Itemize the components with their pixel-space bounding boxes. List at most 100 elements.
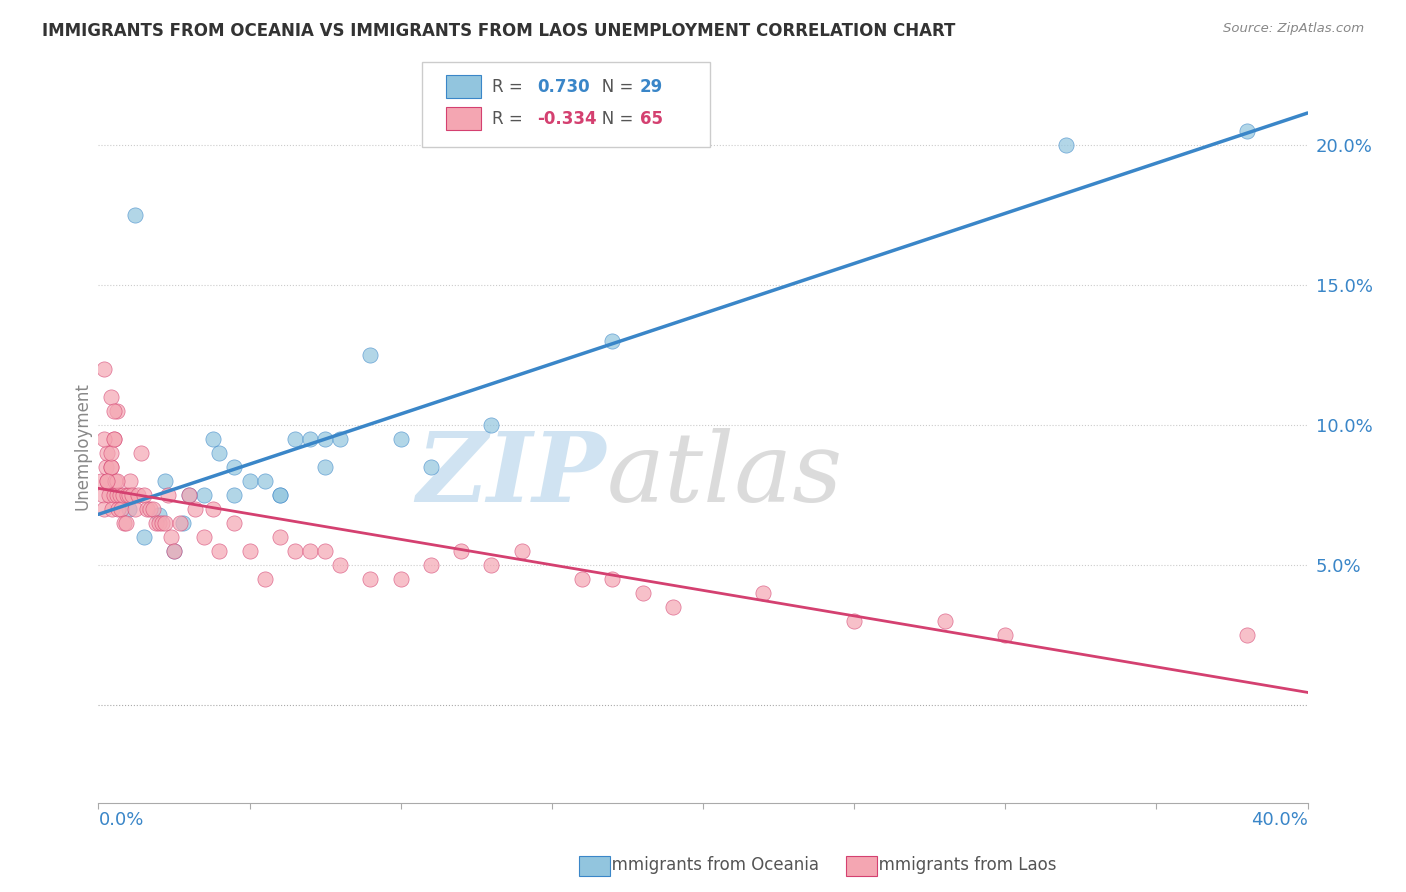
Text: Source: ZipAtlas.com: Source: ZipAtlas.com (1223, 22, 1364, 36)
Point (184, 502, 207, 516)
Point (91, 488, 114, 502)
Point (115, 488, 138, 502)
Point (420, 460, 443, 475)
Point (420, 558, 443, 572)
Point (163, 544, 186, 558)
Point (150, 516, 173, 530)
Text: R =: R = (492, 110, 529, 128)
Point (661, 599, 683, 614)
Point (202, 502, 225, 516)
Point (105, 404, 128, 418)
Point (98, 488, 121, 502)
Point (114, 516, 136, 530)
Point (94, 460, 117, 475)
Point (103, 432, 125, 446)
Text: 0.0%: 0.0% (98, 811, 143, 830)
Point (602, 572, 624, 586)
Text: 40.0%: 40.0% (1251, 811, 1308, 830)
Text: Immigrants from Oceania: Immigrants from Oceania (591, 856, 818, 874)
Point (104, 474, 127, 488)
Point (1236, 124, 1258, 138)
Point (208, 544, 231, 558)
Point (100, 390, 122, 404)
Point (153, 474, 176, 488)
Point (148, 508, 170, 522)
Point (329, 432, 352, 446)
Point (314, 460, 336, 475)
Point (360, 572, 382, 586)
Point (329, 558, 352, 572)
Point (120, 474, 142, 488)
Point (90, 474, 112, 488)
Text: 0.730: 0.730 (537, 78, 589, 95)
Text: IMMIGRANTS FROM OCEANIA VS IMMIGRANTS FROM LAOS UNEMPLOYMENT CORRELATION CHART: IMMIGRANTS FROM OCEANIA VS IMMIGRANTS FR… (42, 22, 956, 40)
Point (602, 334, 624, 348)
Point (160, 530, 183, 544)
Text: N =: N = (586, 78, 638, 95)
Point (103, 488, 125, 502)
Point (100, 460, 122, 475)
Point (450, 544, 472, 558)
Point (124, 502, 146, 516)
Point (299, 432, 322, 446)
Point (934, 614, 956, 628)
Text: N =: N = (586, 110, 638, 128)
Point (994, 628, 1017, 642)
Point (93, 502, 115, 516)
Point (224, 488, 246, 502)
Point (299, 544, 322, 558)
Point (193, 530, 215, 544)
Point (148, 516, 170, 530)
Point (96, 474, 118, 488)
Point (571, 572, 593, 586)
Text: atlas: atlas (606, 427, 842, 522)
Point (253, 572, 276, 586)
Point (631, 586, 654, 600)
Point (224, 460, 246, 475)
Point (193, 488, 215, 502)
Point (389, 432, 412, 446)
Y-axis label: Unemployment: Unemployment (73, 382, 91, 510)
Point (105, 488, 128, 502)
Point (208, 446, 231, 460)
Point (153, 516, 176, 530)
Point (510, 544, 533, 558)
Point (269, 530, 291, 544)
Point (253, 474, 276, 488)
Point (111, 488, 134, 502)
Point (269, 488, 291, 502)
Text: Immigrants from Laos: Immigrants from Laos (858, 856, 1056, 874)
Text: -0.334: -0.334 (537, 110, 596, 128)
Point (121, 488, 143, 502)
Text: 29: 29 (640, 78, 664, 95)
Point (110, 502, 132, 516)
Point (124, 208, 146, 222)
Point (314, 432, 336, 446)
Point (224, 516, 246, 530)
Point (163, 544, 186, 558)
Point (179, 488, 201, 502)
Point (103, 432, 125, 446)
Point (360, 348, 382, 362)
Point (103, 404, 125, 418)
Point (179, 488, 201, 502)
Point (1357, 656, 1379, 670)
Point (239, 544, 262, 558)
Point (145, 516, 167, 530)
Point (132, 488, 155, 502)
Point (752, 586, 775, 600)
Point (96, 446, 118, 460)
Point (314, 544, 336, 558)
Point (202, 432, 225, 446)
Point (1054, 138, 1077, 153)
Point (135, 502, 157, 516)
Point (108, 488, 131, 502)
Point (100, 460, 122, 475)
Point (107, 502, 129, 516)
Point (100, 446, 122, 460)
Point (269, 488, 291, 502)
Point (93, 432, 115, 446)
Point (844, 614, 866, 628)
Point (284, 432, 307, 446)
Text: ZIP: ZIP (416, 427, 606, 522)
